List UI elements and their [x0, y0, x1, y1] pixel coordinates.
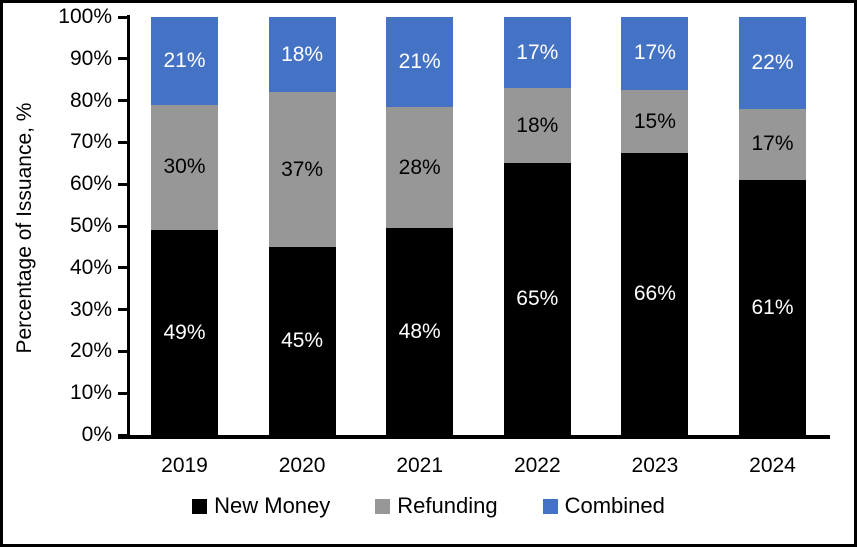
bar-segment-combined	[151, 17, 218, 105]
bar-segment-value-label: 45%	[281, 328, 324, 352]
bar-segment-value-label: 15%	[633, 109, 676, 133]
y-tick-mark	[118, 57, 127, 61]
y-axis-line	[127, 15, 130, 438]
bar-segment-refunding	[151, 104, 218, 231]
bar-segment-value-label: 18%	[516, 113, 559, 137]
y-tick-label: 100%	[58, 5, 112, 28]
y-tick-mark	[118, 266, 127, 270]
y-tick-label: 60%	[69, 172, 112, 196]
bar-segment-combined	[386, 17, 454, 108]
y-tick-mark	[118, 99, 127, 103]
x-tick-label: 2024	[749, 454, 796, 477]
bar-segment-value-label: 17%	[633, 41, 676, 65]
y-tick-label: 90%	[69, 46, 112, 70]
bar-segment-combined	[503, 17, 571, 89]
bar-segment-value-label: 30%	[163, 155, 206, 179]
bar-segment-value-label: 37%	[281, 157, 324, 181]
bar-segment-value-label: 28%	[398, 155, 441, 179]
bar-segment-value-label: 22%	[751, 50, 794, 74]
y-tick-label: 30%	[69, 297, 112, 321]
y-tick-mark	[118, 391, 127, 395]
y-tick-mark	[118, 182, 127, 186]
legend-swatch-icon	[375, 498, 391, 514]
bar-segment-value-label: 65%	[516, 287, 559, 311]
bar-segment-new-money	[151, 230, 218, 435]
bar-segment-combined	[621, 17, 689, 90]
bar-segment-value-label: 21%	[398, 50, 441, 74]
bar-segment-value-label: 48%	[398, 319, 441, 343]
bar-segment-value-label: 21%	[163, 48, 206, 72]
legend-label: New Money	[214, 493, 331, 518]
y-tick-label: 40%	[69, 255, 112, 279]
bar-segment-new-money	[739, 180, 806, 435]
legend-swatch-icon	[192, 498, 208, 514]
y-tick-mark	[118, 15, 127, 19]
y-tick-mark	[118, 349, 127, 353]
legend-item-combined: Combined	[542, 493, 665, 519]
y-tick-label: 0%	[81, 423, 112, 446]
x-tick-label: 2019	[161, 454, 208, 477]
legend: New Money Refunding Combined	[0, 492, 857, 520]
x-tick-label: 2023	[631, 454, 679, 477]
y-tick-label: 50%	[69, 214, 112, 237]
legend-label: Combined	[564, 493, 665, 518]
bar-segment-new-money	[268, 246, 336, 435]
bar-segment-combined	[268, 17, 336, 93]
bar-segment-value-label: 18%	[281, 42, 324, 66]
bar-segment-value-label: 17%	[516, 40, 559, 64]
legend-label: Refunding	[397, 493, 498, 518]
bar-segment-value-label: 61%	[751, 295, 794, 319]
y-tick-mark	[118, 224, 127, 228]
bar-segment-value-label: 49%	[163, 320, 206, 344]
legend-item-refunding: Refunding	[375, 493, 498, 519]
y-tick-mark	[118, 308, 127, 312]
y-tick-label: 70%	[69, 130, 112, 154]
bar-segment-refunding	[268, 92, 336, 247]
x-axis-line	[118, 435, 830, 439]
bar-segment-new-money	[386, 228, 454, 435]
bar-segment-refunding	[503, 88, 571, 164]
y-axis-title: Percentage of Issuance, %	[13, 102, 36, 354]
bar-segment-refunding	[621, 89, 689, 154]
bar-segment-value-label: 17%	[751, 132, 794, 156]
y-tick-label: 80%	[69, 88, 112, 112]
bar-segment-combined	[739, 17, 806, 109]
bar-segment-refunding	[386, 107, 454, 229]
y-tick-mark	[118, 140, 127, 144]
bar-segment-value-label: 66%	[633, 282, 676, 306]
x-tick-label: 2022	[513, 454, 561, 477]
legend-item-new-money: New Money	[192, 493, 330, 519]
bar-segment-new-money	[621, 153, 689, 435]
legend-swatch-icon	[542, 498, 558, 514]
x-tick-label: 2021	[396, 454, 444, 477]
bar-segment-refunding	[739, 108, 806, 180]
bar-segment-new-money	[503, 163, 571, 435]
y-tick-label: 10%	[69, 381, 112, 405]
y-tick-mark	[118, 433, 127, 437]
y-tick-label: 20%	[69, 339, 112, 363]
x-tick-label: 2020	[278, 454, 326, 477]
